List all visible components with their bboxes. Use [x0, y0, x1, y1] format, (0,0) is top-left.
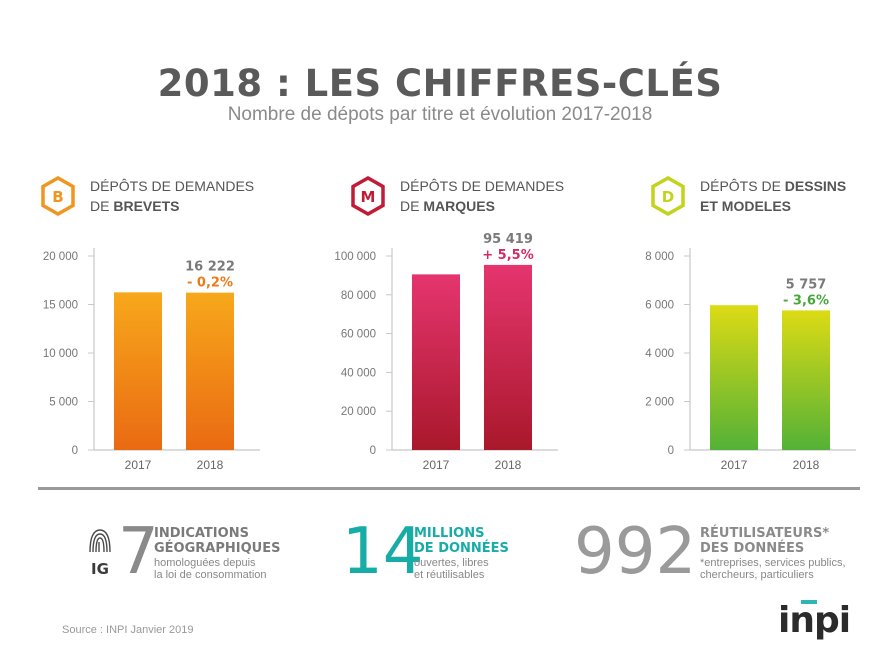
x-tick-label: 2017 [721, 458, 748, 472]
logo-accent-bar [801, 600, 817, 604]
hexagon-d-icon: D [651, 176, 685, 216]
y-tick-label: 0 [72, 445, 78, 457]
bar-2018 [186, 292, 234, 450]
y-tick-label: 20 000 [43, 251, 78, 263]
value-label: 5 757 [786, 277, 827, 292]
x-tick-label: 2018 [793, 458, 820, 472]
stat-title: INDICATIONS GÉOGRAPHIQUES [154, 526, 281, 556]
chart-dessins: 0 2 000 4 000 6 000 8 000 2017 2018 5 757- 3,6% [626, 236, 876, 476]
y-tick-label: 60 000 [341, 329, 376, 341]
y-tick-label: 2 000 [645, 397, 674, 409]
stat-number: 7 [118, 515, 159, 589]
bar-2018 [484, 264, 532, 450]
hexagon-b-icon: B [41, 176, 75, 216]
bar-chart-dessins: 0 2 000 4 000 6 000 8 000 2017 2018 5 757- 3,6% [645, 248, 856, 472]
change-label: - 0,2% [187, 276, 233, 291]
panel-header-text: DÉPÔTS DE DEMANDES DE MARQUES [400, 178, 565, 214]
hexagon-m-icon: M [351, 176, 385, 216]
bar-2017 [710, 305, 758, 450]
value-label: 95 419 [483, 232, 533, 247]
page-title: 2018 : LES CHIFFRES-CLÉS [157, 62, 723, 105]
chart-marques: 0 20 000 40 000 60 000 80 000 100 000 2017 2018… [328, 232, 578, 476]
x-tick-label: 2017 [423, 458, 450, 472]
bar-2018 [782, 310, 830, 450]
svg-text:D: D [662, 188, 674, 206]
y-tick-label: 20 000 [341, 406, 376, 418]
svg-text:B: B [52, 188, 63, 206]
y-tick-label: 10 000 [43, 348, 78, 360]
stat-subtitle: homologuées depuis la loi de consommatio… [154, 557, 267, 581]
y-tick-label: 100 000 [334, 251, 376, 263]
panel-header-text: DÉPÔTS DE DEMANDES DE BREVETS [90, 178, 255, 214]
bar-2017 [412, 274, 460, 450]
chart-brevets: 0 5 000 10 000 15 000 20 000 2017 2018 16 222- … [30, 236, 280, 476]
bar-2017 [114, 292, 162, 450]
svg-text:IG: IG [91, 560, 109, 578]
stat-title: MILLIONS DE DONNÉES [414, 526, 509, 556]
value-label: 16 222 [185, 260, 235, 275]
y-tick-label: 40 000 [341, 367, 376, 379]
section-divider [38, 487, 860, 490]
stat-number: 992 [574, 515, 697, 589]
y-tick-label: 6 000 [645, 300, 674, 312]
bar-chart-marques: 0 20 000 40 000 60 000 80 000 100 000 2017 2018… [334, 232, 558, 472]
y-tick-label: 4 000 [645, 348, 674, 360]
y-tick-label: 0 [370, 445, 376, 457]
stat-number: 14 [342, 515, 424, 589]
x-tick-label: 2018 [495, 458, 522, 472]
y-tick-label: 5 000 [49, 397, 78, 409]
x-tick-label: 2018 [197, 458, 224, 472]
stat-subtitle: ouvertes, libres et réutilisables [414, 557, 489, 581]
stat-title: RÉUTILISATEURS* DES DONNÉES [700, 526, 830, 556]
x-tick-label: 2017 [125, 458, 152, 472]
y-tick-label: 80 000 [341, 290, 376, 302]
bar-chart-brevets: 0 5 000 10 000 15 000 20 000 2017 2018 16 222- … [43, 248, 260, 472]
svg-text:M: M [361, 188, 376, 206]
y-tick-label: 0 [668, 445, 674, 457]
y-tick-label: 8 000 [645, 251, 674, 263]
y-tick-label: 15 000 [43, 300, 78, 312]
fingerprint-ig-icon: IG [89, 529, 111, 578]
change-label: + 5,5% [482, 248, 533, 263]
source-note: Source : INPI Janvier 2019 [62, 624, 194, 636]
stat-subtitle: *entreprises, services publics, chercheu… [700, 557, 846, 581]
panel-header-text: DÉPÔTS DE DESSINS ET MODELES [700, 178, 847, 214]
page-subtitle: Nombre de dépots par titre et évolution … [227, 104, 653, 125]
change-label: - 3,6% [783, 293, 829, 308]
inpi-logo: inpi [778, 600, 851, 641]
